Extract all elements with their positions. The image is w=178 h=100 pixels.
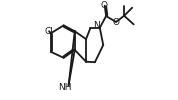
Text: N: N	[93, 21, 100, 30]
Text: NH: NH	[58, 83, 72, 92]
Text: O: O	[100, 1, 107, 10]
Text: O: O	[113, 18, 120, 27]
Text: Cl: Cl	[45, 27, 54, 36]
